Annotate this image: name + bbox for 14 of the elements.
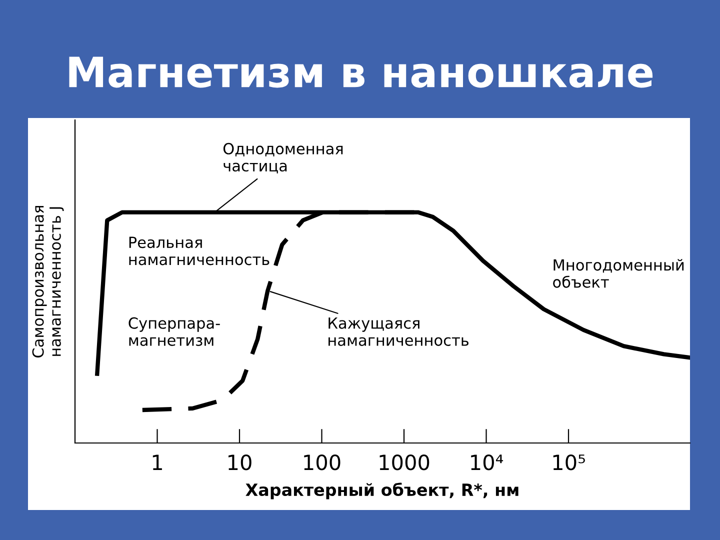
annotation: Кажущаяся намагниченность	[328, 318, 468, 346]
x-tick-label: 10	[228, 454, 252, 470]
annotation: Однодоменная частица	[223, 142, 343, 174]
x-tick-label: 100	[304, 454, 340, 470]
annotation: Реальная намагниченность	[129, 236, 270, 266]
x-tick-label: 10⁴	[471, 454, 504, 470]
x-tick-label: 10⁵	[553, 454, 585, 470]
y-axis-title: Самопроизвольная намагниченность J	[32, 206, 64, 358]
annotation: Многодоменный объект	[553, 258, 684, 288]
chart-title: Магнетизм в наношкале	[69, 56, 653, 88]
x-tick-label: 1	[152, 454, 162, 470]
x-axis-title: Характерный объект, R*, нм	[246, 482, 518, 500]
x-tick-label: 1000	[380, 454, 430, 470]
annotation: Суперпара- магнетизм	[128, 317, 220, 346]
